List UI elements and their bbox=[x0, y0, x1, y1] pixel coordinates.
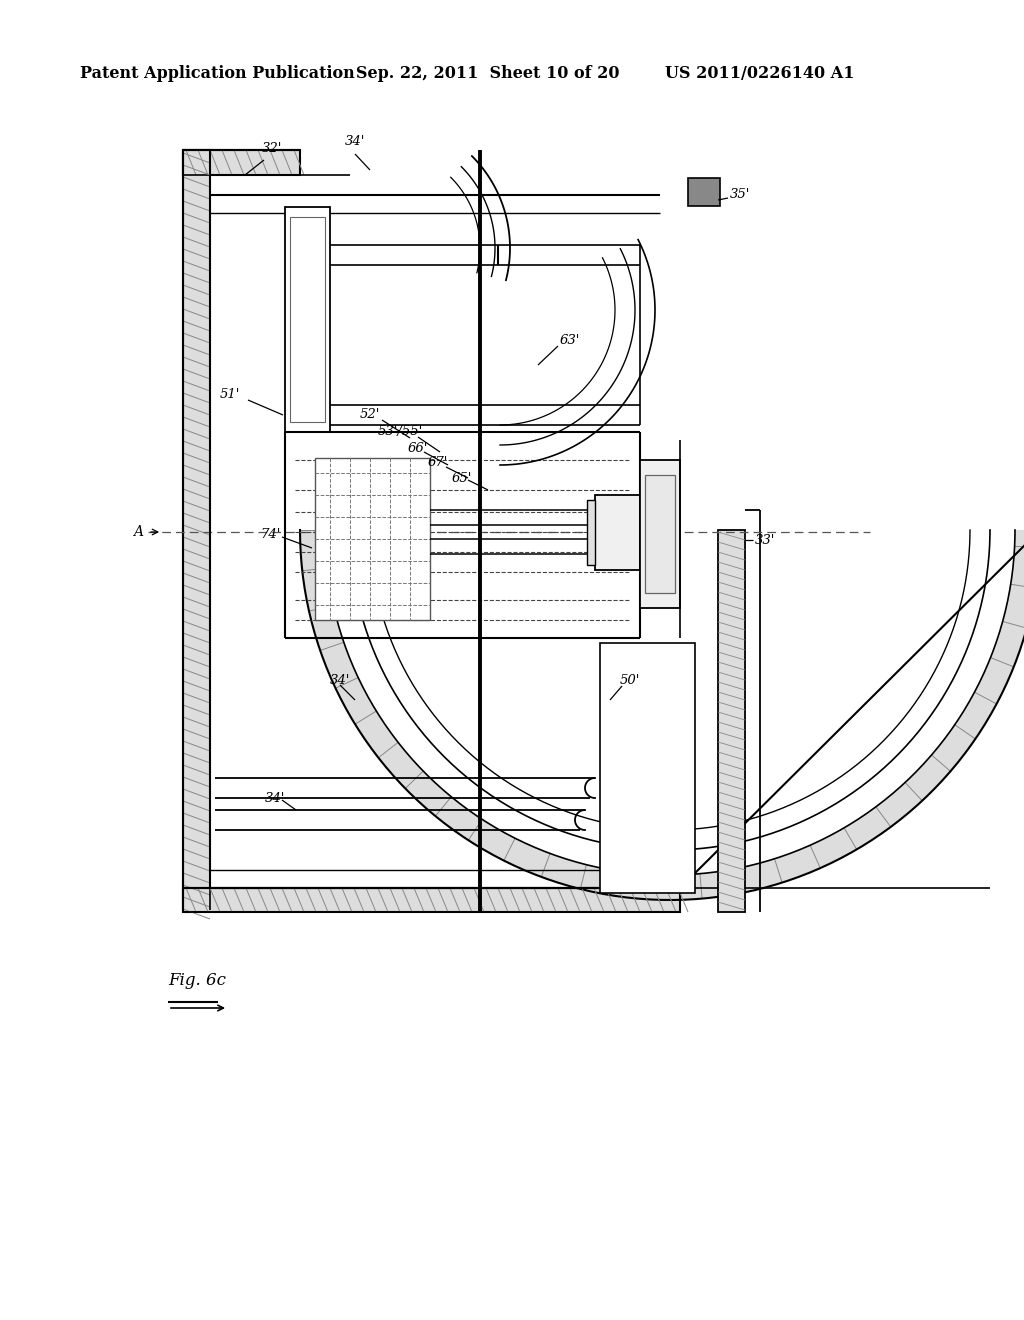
Bar bbox=[718, 531, 745, 912]
Bar bbox=[600, 643, 695, 894]
Text: 66': 66' bbox=[408, 441, 428, 454]
Text: 34': 34' bbox=[265, 792, 286, 804]
Text: Patent Application Publication: Patent Application Publication bbox=[80, 65, 354, 82]
Bar bbox=[315, 458, 430, 620]
Text: 34': 34' bbox=[345, 135, 366, 148]
Text: 51': 51' bbox=[220, 388, 241, 401]
Text: 67': 67' bbox=[428, 457, 449, 470]
Text: 32': 32' bbox=[262, 143, 283, 154]
Bar bbox=[183, 150, 210, 909]
Bar bbox=[587, 500, 595, 565]
Bar bbox=[285, 207, 330, 432]
Text: 63': 63' bbox=[560, 334, 581, 346]
Bar bbox=[640, 459, 680, 609]
Text: 34': 34' bbox=[330, 673, 350, 686]
Text: 35': 35' bbox=[730, 189, 751, 202]
Text: 33': 33' bbox=[755, 533, 775, 546]
Text: 52': 52' bbox=[360, 408, 380, 421]
Bar bbox=[595, 495, 640, 570]
Text: 50': 50' bbox=[620, 673, 640, 686]
Bar bbox=[290, 216, 325, 422]
Bar bbox=[183, 150, 300, 176]
Text: 74': 74' bbox=[260, 528, 281, 541]
Text: US 2011/0226140 A1: US 2011/0226140 A1 bbox=[665, 65, 854, 82]
Text: A: A bbox=[133, 525, 143, 539]
Text: Sep. 22, 2011  Sheet 10 of 20: Sep. 22, 2011 Sheet 10 of 20 bbox=[356, 65, 620, 82]
Bar bbox=[183, 888, 680, 912]
Polygon shape bbox=[300, 531, 1024, 900]
Bar bbox=[688, 178, 720, 206]
Text: Fig. 6c: Fig. 6c bbox=[168, 972, 226, 989]
Text: 53'/55': 53'/55' bbox=[378, 425, 423, 438]
Bar bbox=[645, 475, 675, 593]
Text: 65': 65' bbox=[452, 471, 472, 484]
